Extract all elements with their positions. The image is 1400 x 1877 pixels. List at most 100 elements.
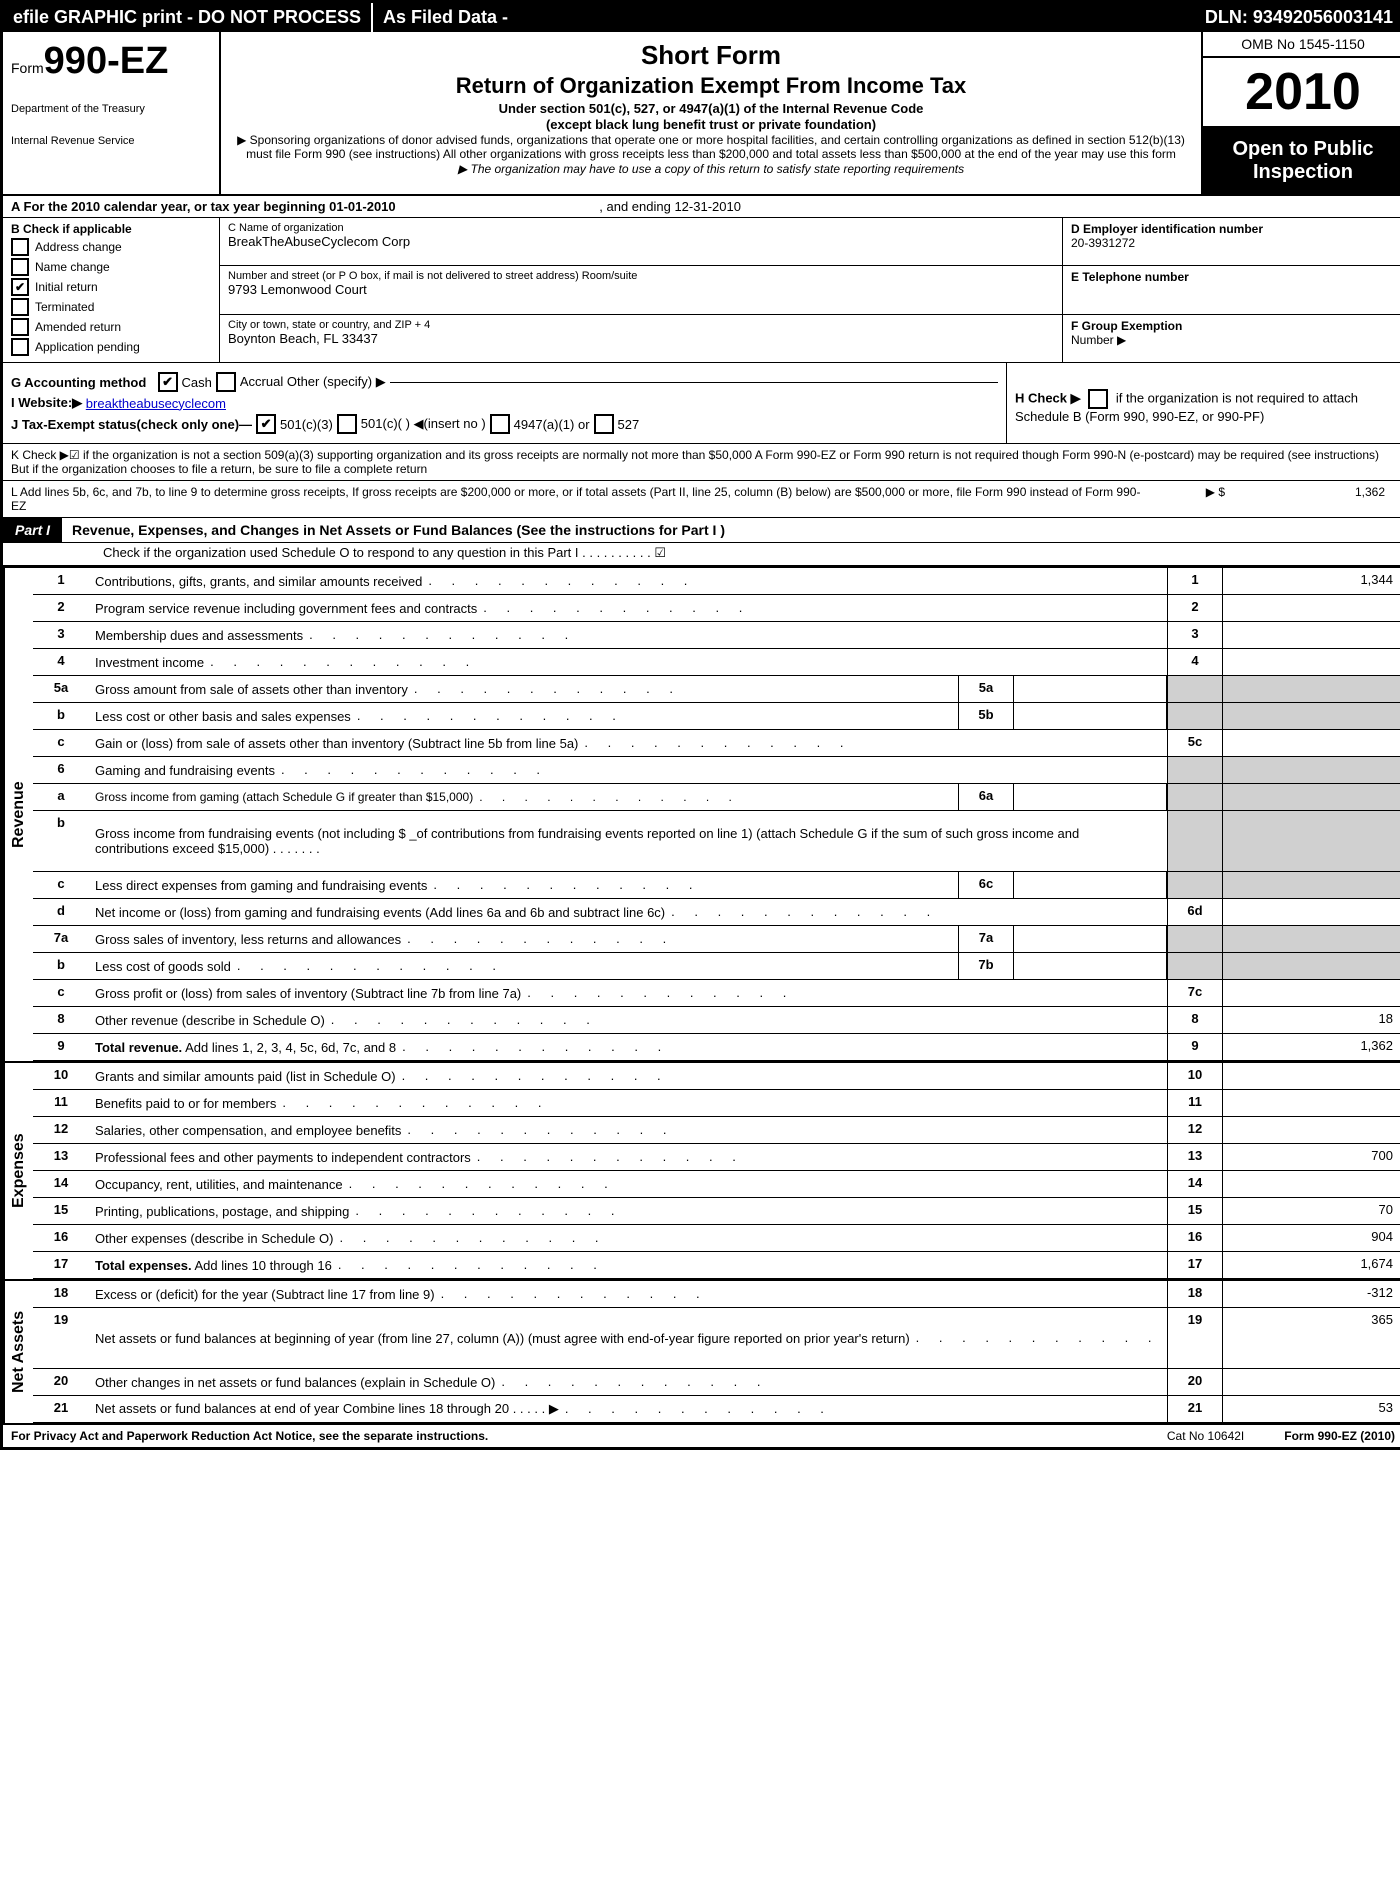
right-line-value: [1222, 1090, 1400, 1116]
right-line-value: 1,362: [1222, 1034, 1400, 1060]
b-checkbox[interactable]: [11, 238, 29, 256]
line-number: b: [33, 811, 89, 871]
right-line-value: [1222, 953, 1400, 979]
form-page: efile GRAPHIC print - DO NOT PROCESS As …: [0, 0, 1400, 1450]
box-b: B Check if applicable Address changeName…: [3, 218, 220, 362]
right-line-number: 2: [1167, 595, 1222, 621]
inner-line-value: [1014, 676, 1167, 702]
c-city-label: City or town, state or country, and ZIP …: [228, 319, 1054, 331]
right-line-number: 7c: [1167, 980, 1222, 1006]
box-def: D Employer identification number 20-3931…: [1062, 218, 1400, 362]
expenses-label: Expenses: [3, 1063, 33, 1279]
b-checkbox[interactable]: ✔: [11, 278, 29, 296]
dots: . . . . . . . . . . . .: [527, 985, 1155, 1001]
right-line-number: 8: [1167, 1007, 1222, 1033]
dept-treasury: Department of the Treasury: [11, 103, 211, 115]
j-527-checkbox[interactable]: [594, 414, 614, 434]
dots: . . . . . . . . . . . .: [565, 1401, 1155, 1417]
g-other-line: [390, 382, 998, 383]
line-number: 14: [33, 1171, 89, 1197]
right-line-number: 9: [1167, 1034, 1222, 1060]
dots: . . . . . . . . . . . .: [281, 762, 1155, 778]
topbar-mid: As Filed Data -: [371, 3, 518, 32]
right-line-value: [1222, 980, 1400, 1006]
line-row: 3Membership dues and assessments . . . .…: [33, 622, 1400, 649]
right-line-number: 19: [1167, 1308, 1222, 1368]
website-link[interactable]: breaktheabusecyclecom: [86, 396, 226, 411]
j-4947-checkbox[interactable]: [490, 414, 510, 434]
right-line-number: [1167, 676, 1222, 702]
dots: . . . . . . . . . . . .: [309, 627, 1155, 643]
dots: . . . . . . . . . . . .: [584, 735, 1155, 751]
right-line-value: [1222, 595, 1400, 621]
dots: . . . . . . . . . . . .: [501, 1374, 1155, 1390]
right-line-number: 10: [1167, 1063, 1222, 1089]
right-line-number: [1167, 784, 1222, 810]
j-501c-checkbox[interactable]: [337, 414, 357, 434]
line-desc: Less cost of goods sold . . . . . . . . …: [89, 953, 958, 979]
line-number: 10: [33, 1063, 89, 1089]
g-line: G Accounting method ✔ Cash Accrual Other…: [11, 372, 998, 392]
line-row: 14Occupancy, rent, utilities, and mainte…: [33, 1171, 1400, 1198]
open-public-1: Open to Public: [1207, 138, 1399, 161]
b-checkbox[interactable]: [11, 338, 29, 356]
right-line-number: [1167, 811, 1222, 871]
line-desc: Investment income . . . . . . . . . . . …: [89, 649, 1167, 675]
g-label: G Accounting method: [11, 375, 146, 390]
right-line-value: 18: [1222, 1007, 1400, 1033]
section-a: A For the 2010 calendar year, or tax yea…: [3, 196, 1400, 218]
line-row: aGross income from gaming (attach Schedu…: [33, 784, 1400, 811]
dots: . . . . . . . . . . . .: [428, 573, 1155, 589]
line-number: 11: [33, 1090, 89, 1116]
inner-line-value: [1014, 703, 1167, 729]
accrual-checkbox[interactable]: [216, 372, 236, 392]
title-return: Return of Organization Exempt From Incom…: [231, 73, 1191, 99]
right-line-number: 14: [1167, 1171, 1222, 1197]
line-desc: Less direct expenses from gaming and fun…: [89, 872, 958, 898]
tax-year: 2010: [1203, 58, 1400, 128]
bcdef-row: B Check if applicable Address changeName…: [3, 218, 1400, 363]
right-line-number: 1: [1167, 568, 1222, 594]
line-number: 12: [33, 1117, 89, 1143]
j-label: J Tax-Exempt status(check only one)—: [11, 417, 252, 432]
right-line-number: 13: [1167, 1144, 1222, 1170]
b-check-label: Terminated: [35, 300, 94, 314]
title-short-form: Short Form: [231, 40, 1191, 71]
right-line-value: [1222, 730, 1400, 756]
right-line-value: -312: [1222, 1281, 1400, 1307]
line-desc: Membership dues and assessments . . . . …: [89, 622, 1167, 648]
part1-label: Part I: [3, 518, 62, 542]
form-number: 990-EZ: [44, 40, 169, 82]
l-value: 1,362: [1225, 485, 1395, 513]
b-check-label: Address change: [35, 240, 122, 254]
c-name-label: C Name of organization: [228, 222, 1054, 234]
line-desc: Other changes in net assets or fund bala…: [89, 1369, 1167, 1395]
inner-line-number: 5b: [958, 703, 1014, 729]
line-desc: Less cost or other basis and sales expen…: [89, 703, 958, 729]
cash-checkbox[interactable]: ✔: [158, 372, 178, 392]
line-row: cGain or (loss) from sale of assets othe…: [33, 730, 1400, 757]
j-501c3-checkbox[interactable]: ✔: [256, 414, 276, 434]
line-row: 6Gaming and fundraising events . . . . .…: [33, 757, 1400, 784]
section-a-end: , and ending 12-31-2010: [599, 199, 741, 214]
line-number: 7a: [33, 926, 89, 952]
b-checkbox[interactable]: [11, 298, 29, 316]
line-row: 18Excess or (deficit) for the year (Subt…: [33, 1281, 1400, 1308]
b-checkbox[interactable]: [11, 258, 29, 276]
line-row: 13Professional fees and other payments t…: [33, 1144, 1400, 1171]
line-row: bGross income from fundraising events (n…: [33, 811, 1400, 872]
right-line-number: [1167, 757, 1222, 783]
h-checkbox[interactable]: [1088, 389, 1108, 409]
right-line-number: 12: [1167, 1117, 1222, 1143]
form-header: Form990-EZ Department of the Treasury In…: [3, 32, 1400, 196]
line-desc: Gain or (loss) from sale of assets other…: [89, 730, 1167, 756]
section-a-begin: A For the 2010 calendar year, or tax yea…: [11, 199, 396, 214]
box-b-title: B Check if applicable: [11, 222, 211, 236]
line-row: 20Other changes in net assets or fund ba…: [33, 1369, 1400, 1396]
l-arrow: ▶ $: [1145, 485, 1225, 513]
line-desc: Grants and similar amounts paid (list in…: [89, 1063, 1167, 1089]
org-address: 9793 Lemonwood Court: [228, 282, 1054, 297]
line-desc: Other revenue (describe in Schedule O) .…: [89, 1007, 1167, 1033]
b-checkbox[interactable]: [11, 318, 29, 336]
line-number: c: [33, 872, 89, 898]
